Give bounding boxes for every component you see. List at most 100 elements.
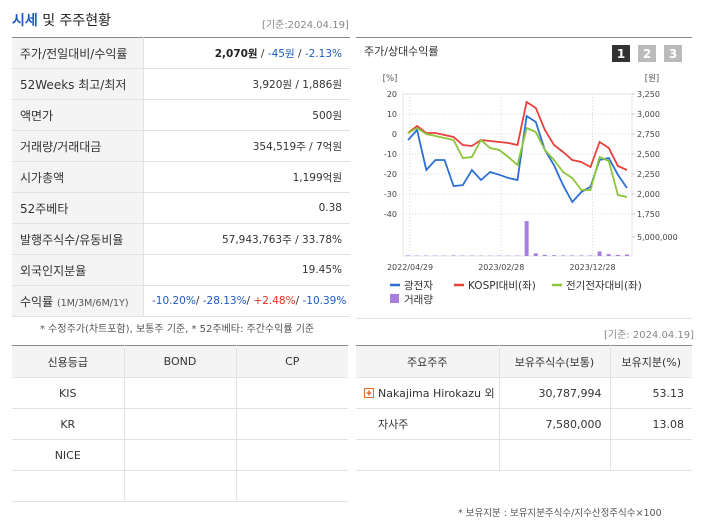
quote-label: 발행주식수/유동비율	[20, 232, 124, 247]
y2-tick-label: 2,000	[637, 190, 660, 199]
rating-cell: NICE	[12, 439, 125, 471]
quote-value-cell: -10.20%/ -28.13%/ +2.48%/ -10.39%	[143, 285, 350, 317]
title-rest: 및 주주현황	[37, 13, 112, 29]
quote-value: /	[246, 295, 254, 307]
quote-label: 시가총액	[20, 170, 65, 185]
y-tick-label: 0	[392, 130, 397, 139]
quote-row: 52주베타 0.38	[12, 192, 350, 224]
quote-label: 52Weeks 최고/최저	[20, 77, 127, 92]
chart-title: 주가/상대수익률	[364, 45, 439, 58]
quote-value: -28.13%	[202, 295, 247, 307]
y2-axis-unit: [원]	[645, 74, 659, 84]
quote-row: 발행주식수/유동비율 57,943,763주 / 33.78%	[12, 223, 350, 255]
quote-row: 시가총액 1,199억원	[12, 161, 350, 193]
icon-plus	[366, 390, 372, 396]
quote-label-cell: 수익률 (1M/3M/6M/1Y)	[12, 285, 144, 317]
legend-swatch	[390, 294, 399, 303]
rating-cell	[124, 439, 237, 471]
chart-tab-label: 2	[643, 47, 651, 61]
volume-bar	[552, 255, 556, 256]
volume-bar	[561, 255, 566, 256]
holders-header: 보유지분(%)	[610, 345, 692, 378]
volume-bar	[625, 254, 629, 256]
volume-bar	[533, 253, 538, 256]
y-tick-label: -10	[384, 150, 397, 159]
rating-cell	[124, 408, 237, 440]
empty-cell	[356, 439, 500, 471]
quote-value: 1,199억원	[292, 171, 342, 184]
y2-tick-label: 3,250	[637, 90, 660, 99]
quote-value-cell: 3,920원 / 1,886원	[143, 68, 350, 100]
x-tick-label: 2023/02/28	[478, 263, 524, 272]
holders-text: 13.08	[652, 417, 685, 431]
holders-cell: 13.08	[610, 408, 692, 440]
quote-label-cell: 52주베타	[12, 192, 144, 224]
y-tick-label: -20	[384, 170, 397, 179]
expand-icon[interactable]	[364, 388, 374, 398]
y-tick-label: -30	[384, 190, 397, 199]
rating-row: KIS	[12, 377, 348, 409]
rating-cell	[236, 377, 348, 409]
empty-cell	[124, 470, 237, 502]
quote-label-cell: 주가/전일대비/수익률	[12, 37, 144, 69]
quote-label-cell: 발행주식수/유동비율	[12, 223, 144, 255]
quote-row: 52Weeks 최고/최저 3,920원 / 1,886원	[12, 68, 350, 100]
quote-value: -2.13%	[304, 47, 342, 60]
empty-cell	[610, 439, 692, 471]
chart-tab[interactable]	[638, 45, 656, 62]
quote-table: 주가/전일대비/수익률 2,070원 / -45원 / -2.13% 52Weeks…	[12, 37, 350, 317]
legend-label: 거래량	[404, 294, 433, 306]
y2-tick-label: 3,000	[637, 110, 660, 119]
x-tick-label: 2022/04/29	[387, 263, 433, 272]
chart-tab-label: 3	[669, 47, 677, 61]
quote-label-cell: 거래량/거래대금	[12, 130, 144, 162]
quote-note: * 수정주가(차트포함), 보통주 기준, * 52주베타: 주간수익률 기준	[40, 324, 315, 335]
quote-row: 주가/전일대비/수익률 2,070원 / -45원 / -2.13%	[12, 37, 350, 69]
quote-value-cell: 2,070원 / -45원 / -2.13%	[143, 37, 350, 69]
y2-tick-label: 2,750	[637, 130, 660, 139]
holders-table: 주요주주 보유주식수(보통) 보유지분(%) Nakajima Hirokazu 외…	[356, 345, 692, 471]
quote-value-cell: 0.38	[143, 192, 350, 224]
quote-value: 0.38	[318, 202, 342, 214]
quote-label: 외국인지분율	[20, 263, 87, 278]
base-date: [기준:2024.04.19]	[262, 20, 349, 31]
quote-value: 19.45%	[301, 264, 342, 276]
chart-tab[interactable]	[664, 45, 682, 62]
holders-text: 자사주	[378, 418, 409, 431]
holders-text: Nakajima Hirokazu 외 …	[378, 387, 499, 400]
legend-label: KOSPI대비(좌)	[468, 280, 536, 292]
quote-row: 액면가 500원	[12, 99, 350, 131]
quote-value-cell: 19.45%	[143, 254, 350, 286]
rating-row: NICE	[12, 439, 348, 471]
quote-value: /	[295, 295, 303, 307]
holders-date: [기준: 2024.04.19]	[604, 330, 695, 341]
quote-value-cell: 354,519주 / 7억원	[143, 130, 350, 162]
volume-bar	[570, 255, 575, 256]
rating-cell	[236, 408, 348, 440]
holders-cell: 30,787,994	[499, 377, 611, 409]
empty-cell	[236, 470, 348, 502]
volume-bar	[606, 254, 611, 256]
chart-tab[interactable]	[612, 45, 630, 62]
holders-note: * 보유지분 : 보유지분주식수/지수산정주식수×100	[458, 508, 662, 519]
rating-cell	[124, 377, 237, 409]
quote-value: 354,519주 / 7억원	[252, 140, 342, 153]
y2-tick-label: 1,750	[637, 210, 660, 219]
quote-label-note: (1M/3M/6M/1Y)	[56, 297, 129, 309]
quote-value: 57,943,763주 / 33.78%	[221, 233, 342, 246]
chart-tab-label: 1	[617, 47, 625, 61]
legend-label: 전기전자대비(좌)	[566, 280, 642, 292]
quote-value: 3,920원 / 1,886원	[252, 78, 342, 91]
empty-cell	[499, 439, 611, 471]
quote-label: 액면가	[20, 108, 54, 123]
quote-value: /	[195, 295, 203, 307]
x-tick-label: 2023/12/28	[569, 263, 615, 272]
y-axis-unit: [%]	[383, 74, 398, 84]
volume-bar	[451, 255, 456, 256]
quote-label: 주가/전일대비/수익률	[20, 46, 128, 61]
y-tick-label: -40	[384, 210, 397, 219]
chart-panel: 주가/상대수익률 1 2 3 [%] [원] 20 10 0 -10 -20 -30 -40 3,250…	[356, 37, 692, 319]
holders-header: 보유주식수(보통)	[499, 345, 611, 378]
holders-text: 7,580,000	[545, 417, 602, 431]
rating-row-empty	[12, 470, 348, 502]
